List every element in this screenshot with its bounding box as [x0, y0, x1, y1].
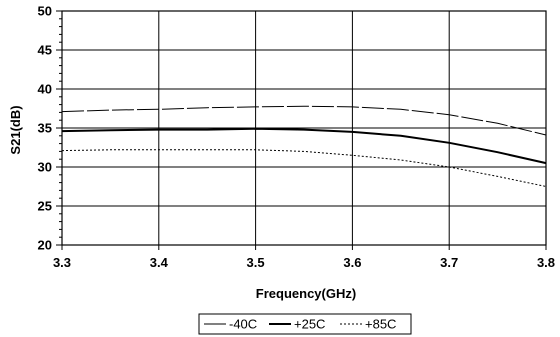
legend-box — [198, 313, 412, 335]
legend-label: -40C — [229, 317, 257, 332]
x-tick-label: 3.6 — [343, 255, 361, 270]
x-tick-label: 3.5 — [247, 255, 265, 270]
series-line-85c — [61, 149, 547, 187]
plot-frame — [61, 10, 547, 246]
y-tick-label: 20 — [38, 238, 52, 253]
y-axis-title: S21(dB) — [8, 105, 23, 154]
y-tick-label: 25 — [38, 199, 52, 214]
series-lines — [61, 105, 547, 187]
series-line-40c — [61, 105, 547, 136]
series-line-25c — [61, 127, 547, 165]
grid-lines — [61, 10, 547, 246]
tick-labels: 20 25 30 35 40 45 50 3.3 3.4 3.5 3.6 3.7 3.8 — [38, 4, 556, 271]
legend-label: +25C — [294, 317, 325, 332]
legend-label: +85C — [365, 317, 396, 332]
y-tick-label: 45 — [38, 43, 52, 58]
x-tick-label: 3.7 — [440, 255, 458, 270]
x-tick-label: 3.8 — [537, 255, 555, 270]
x-axis-title: Frequency(GHz) — [256, 286, 356, 301]
y-tick-label: 30 — [38, 160, 52, 175]
x-tick-label: 3.3 — [53, 255, 71, 270]
legend: -40C +25C +85C — [198, 313, 412, 335]
axes — [56, 10, 547, 250]
y-tick-label: 50 — [38, 4, 52, 19]
y-tick-label: 40 — [38, 82, 52, 97]
x-tick-label: 3.4 — [150, 255, 169, 270]
y-tick-label: 35 — [38, 121, 52, 136]
